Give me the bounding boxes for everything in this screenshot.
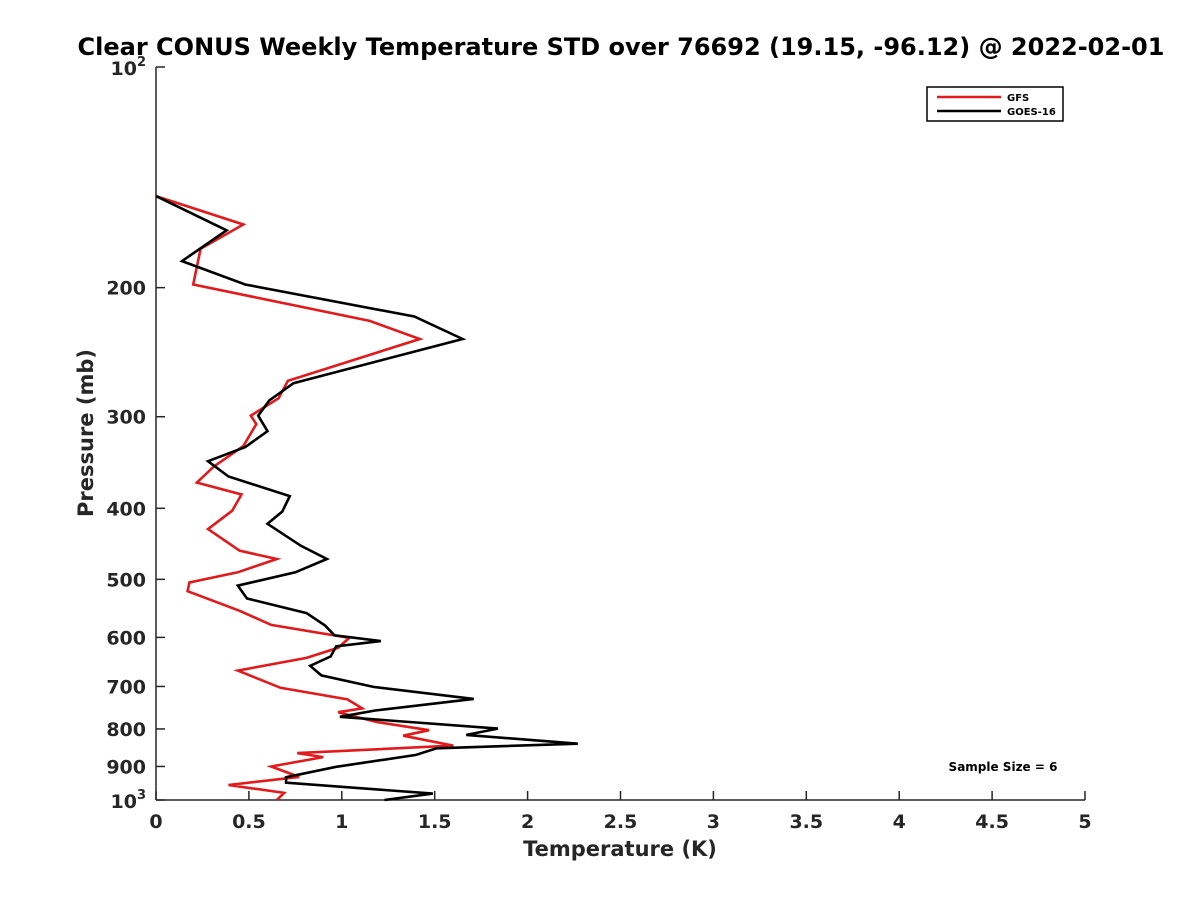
y-tick-label: 400 [106, 498, 146, 520]
y-tick-label: 500 [106, 569, 146, 591]
y-tick-label: 900 [106, 756, 146, 778]
series-line-gfs [155, 194, 454, 801]
x-tick-label: 2 [521, 811, 534, 833]
x-tick-label: 0.5 [232, 811, 266, 833]
x-tick-label: 3.5 [789, 811, 823, 833]
x-tick-label: 4 [893, 811, 906, 833]
chart-title: Clear CONUS Weekly Temperature STD over … [78, 33, 1165, 61]
x-tick-label: 5 [1078, 811, 1091, 833]
y-bound-label: 103 [111, 788, 147, 813]
y-tick-label: 700 [106, 676, 146, 698]
x-tick-label: 1 [335, 811, 348, 833]
legend-label: GFS [1007, 93, 1029, 104]
x-tick-label: 4.5 [975, 811, 1009, 833]
plot-area: 0 0.5 1 1.5 2 2.5 3 3.5 4 4.5 5 200 300 400 500 600 700 8… [106, 55, 1091, 833]
x-tick-label: 1.5 [418, 811, 452, 833]
y-tick-label: 200 [106, 278, 146, 300]
legend-label: GOES-16 [1007, 107, 1056, 118]
legend-box [926, 86, 1064, 122]
y-bound-label: 102 [111, 55, 147, 80]
y-axis-label: Pressure (mb) [74, 349, 98, 517]
x-axis-label: Temperature (K) [523, 837, 717, 861]
sample-size-annotation: Sample Size = 6 [949, 760, 1058, 774]
y-tick-label: 300 [106, 407, 146, 429]
x-tick-label: 3 [707, 811, 720, 833]
y-tick-label: 800 [106, 719, 146, 741]
series-line-goes-16 [155, 194, 578, 802]
y-tick-label: 600 [106, 627, 146, 649]
x-tick-label: 2.5 [604, 811, 638, 833]
legend: GFS GOES-16 [926, 86, 1064, 122]
x-tick-label: 0 [149, 811, 162, 833]
